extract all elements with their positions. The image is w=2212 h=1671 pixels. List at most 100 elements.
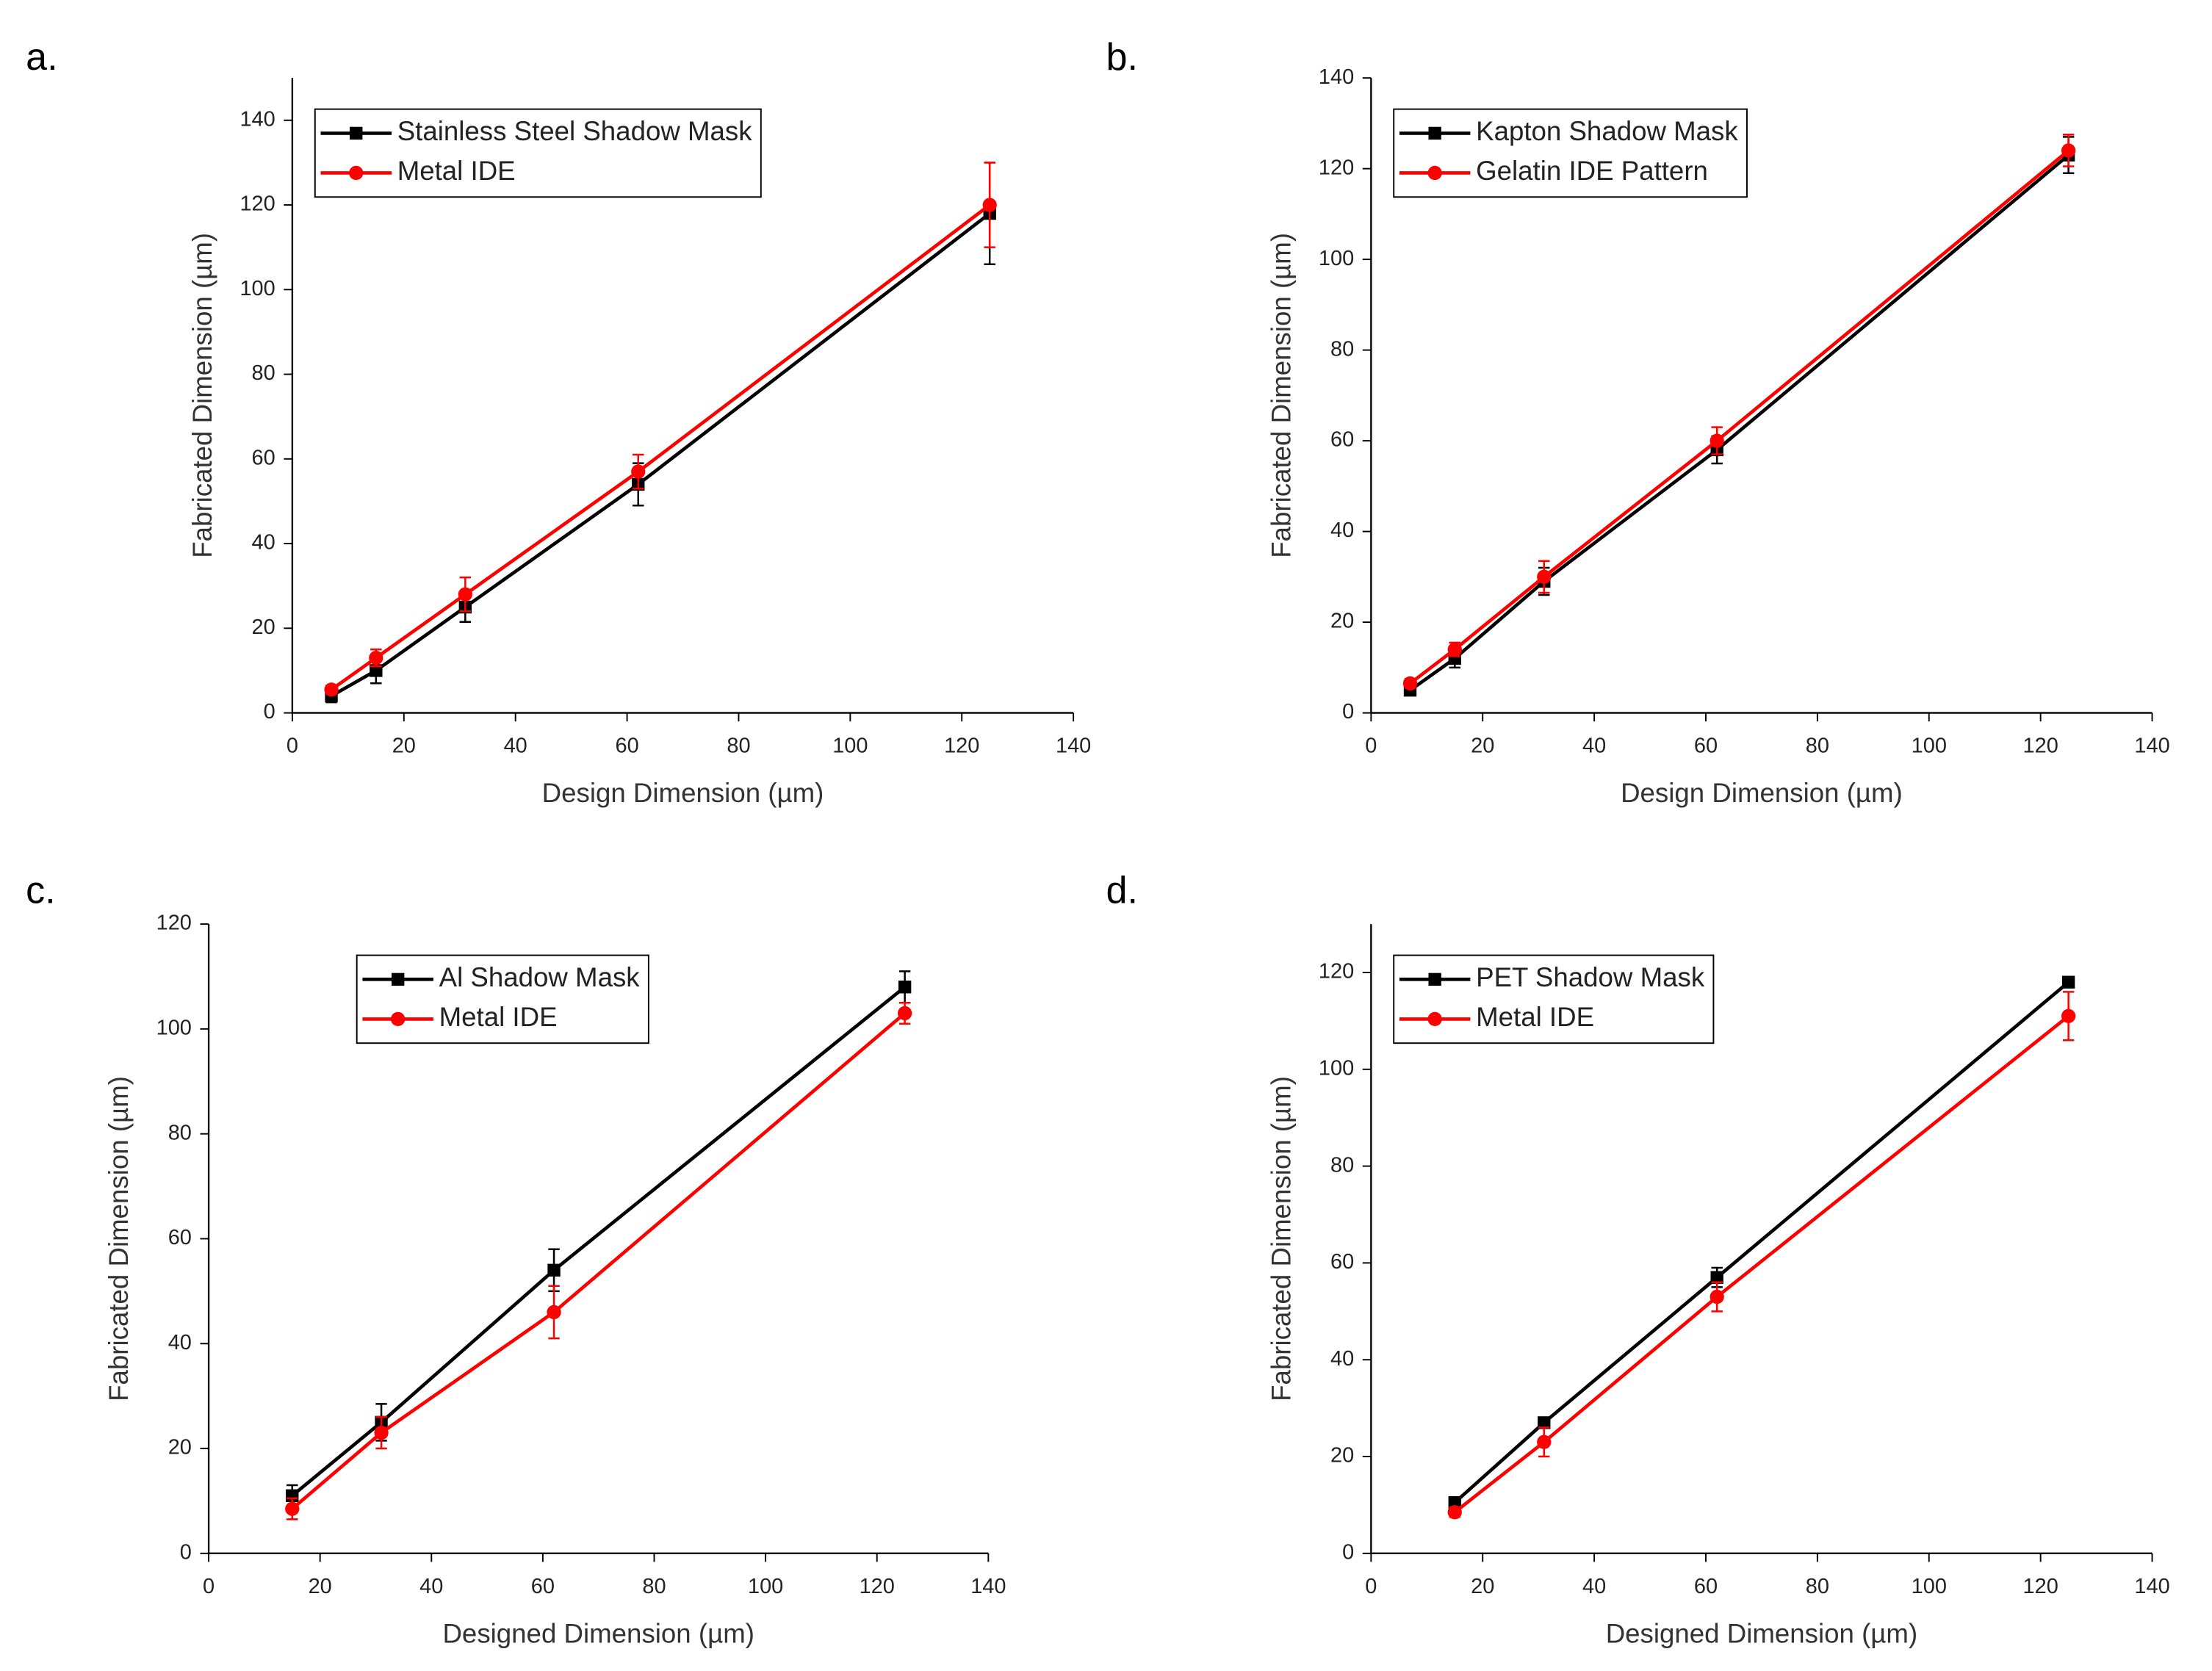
y-tick-label: 60 xyxy=(168,1226,192,1249)
legend-box xyxy=(356,954,649,1044)
y-tick-label: 100 xyxy=(1319,1056,1354,1080)
marker xyxy=(2061,143,2076,158)
x-tick-label: 100 xyxy=(832,735,868,758)
marker xyxy=(374,1425,389,1440)
y-axis-label: Fabricated Dimension (µm) xyxy=(1266,1076,1296,1401)
x-tick-label: 60 xyxy=(615,735,638,758)
x-tick-label: 20 xyxy=(1471,1575,1494,1598)
panel: d. 0 20 40 60 80 100 120 140 0 20 40 60 80 100 120 Desig… xyxy=(1106,869,2170,1648)
y-tick-label: 20 xyxy=(1330,1444,1354,1468)
panel-label: c. xyxy=(26,869,56,912)
y-axis-label: Fabricated Dimension (µm) xyxy=(1266,233,1296,558)
marker xyxy=(370,664,383,677)
x-tick-label: 120 xyxy=(2023,1575,2058,1598)
x-tick-label: 140 xyxy=(2134,735,2169,758)
legend-label: Metal IDE xyxy=(1476,1002,1594,1032)
legend-label: Stainless Steel Shadow Mask xyxy=(397,116,753,146)
series-line xyxy=(291,985,907,1498)
y-tick-label: 80 xyxy=(252,361,275,385)
y-tick-label: 80 xyxy=(1330,337,1354,361)
x-tick-label: 20 xyxy=(1471,735,1494,758)
marker xyxy=(1710,433,1724,448)
x-tick-label: 80 xyxy=(642,1575,666,1598)
y-tick-label: 0 xyxy=(1342,700,1354,723)
y-tick-label: 60 xyxy=(1330,1250,1354,1274)
y-tick-label: 0 xyxy=(180,1540,192,1564)
x-tick-label: 100 xyxy=(748,1575,783,1598)
x-tick-label: 0 xyxy=(203,1575,215,1598)
marker xyxy=(369,651,383,665)
x-tick-label: 140 xyxy=(2134,1575,2169,1598)
legend-marker xyxy=(1427,165,1442,181)
y-tick-label: 20 xyxy=(1330,610,1354,633)
legend-marker xyxy=(1427,1011,1442,1027)
y-tick-label: 80 xyxy=(168,1121,192,1144)
marker xyxy=(1537,1434,1552,1449)
y-tick-label: 140 xyxy=(1319,65,1354,89)
x-tick-label: 40 xyxy=(504,735,527,758)
x-tick-label: 0 xyxy=(1365,1575,1377,1598)
x-axis-label: Designed Dimension (µm) xyxy=(442,1618,754,1648)
y-tick-label: 100 xyxy=(1319,247,1354,270)
marker xyxy=(631,464,646,479)
marker xyxy=(1710,1271,1723,1284)
x-tick-label: 100 xyxy=(1912,735,1947,758)
x-tick-label: 60 xyxy=(1694,1575,1718,1598)
panel: a. 0 20 40 60 80 100 120 140 0 20 40 60 80 100 120 140 De… xyxy=(26,36,1091,808)
marker xyxy=(897,1006,912,1021)
panel-label: d. xyxy=(1106,869,1138,912)
series-line xyxy=(1453,981,2070,1504)
x-tick-label: 120 xyxy=(944,735,979,758)
y-tick-label: 40 xyxy=(1330,519,1354,542)
series-line xyxy=(1409,149,2070,685)
y-tick-label: 0 xyxy=(264,700,275,723)
x-tick-label: 60 xyxy=(1694,735,1718,758)
y-tick-label: 120 xyxy=(239,192,275,216)
x-axis-label: Designed Dimension (µm) xyxy=(1606,1618,1917,1648)
x-axis-label: Design Dimension (µm) xyxy=(542,778,824,808)
y-tick-label: 40 xyxy=(168,1331,192,1354)
x-tick-label: 140 xyxy=(1056,735,1091,758)
x-tick-label: 140 xyxy=(970,1575,1006,1598)
legend-label: Metal IDE xyxy=(439,1002,558,1032)
x-tick-label: 0 xyxy=(287,735,298,758)
legend-marker xyxy=(391,972,405,986)
legend-marker xyxy=(1428,126,1441,140)
legend-marker xyxy=(391,1011,406,1027)
marker xyxy=(547,1263,561,1277)
series-line xyxy=(330,203,991,691)
y-tick-label: 40 xyxy=(1330,1347,1354,1371)
y-tick-label: 20 xyxy=(168,1436,192,1459)
marker xyxy=(982,198,997,212)
marker xyxy=(2061,975,2075,989)
legend-label: Metal IDE xyxy=(397,156,516,186)
marker xyxy=(898,981,912,994)
series-line xyxy=(291,1011,907,1510)
x-tick-label: 40 xyxy=(1582,1575,1606,1598)
marker xyxy=(1447,1505,1462,1520)
x-tick-label: 40 xyxy=(419,1575,443,1598)
y-tick-label: 80 xyxy=(1330,1153,1354,1177)
series-line xyxy=(1453,1014,2070,1514)
x-tick-label: 100 xyxy=(1912,1575,1947,1598)
y-axis-label: Fabricated Dimension (µm) xyxy=(187,233,217,558)
marker xyxy=(1447,642,1462,657)
x-tick-label: 20 xyxy=(309,1575,332,1598)
marker xyxy=(2061,1008,2076,1023)
y-tick-label: 120 xyxy=(1319,960,1354,984)
marker xyxy=(285,1501,300,1516)
y-tick-label: 120 xyxy=(1319,156,1354,179)
marker xyxy=(1448,1495,1461,1509)
marker xyxy=(547,1304,561,1320)
legend-marker xyxy=(1428,972,1441,986)
y-tick-label: 60 xyxy=(252,446,275,469)
y-axis-label: Fabricated Dimension (µm) xyxy=(104,1076,134,1401)
legend-box xyxy=(314,108,762,198)
legend-label: Al Shadow Mask xyxy=(439,962,641,992)
x-tick-label: 120 xyxy=(860,1575,895,1598)
legend-label: Gelatin IDE Pattern xyxy=(1476,156,1708,186)
y-tick-label: 40 xyxy=(252,531,275,555)
legend-label: PET Shadow Mask xyxy=(1476,962,1705,992)
